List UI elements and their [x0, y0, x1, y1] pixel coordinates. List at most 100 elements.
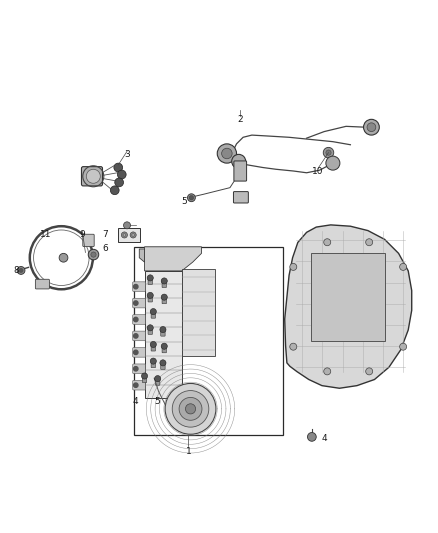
Circle shape	[161, 294, 167, 300]
Circle shape	[232, 155, 246, 168]
FancyBboxPatch shape	[118, 228, 140, 241]
FancyBboxPatch shape	[161, 362, 165, 369]
FancyBboxPatch shape	[133, 282, 145, 292]
Circle shape	[150, 309, 156, 314]
FancyBboxPatch shape	[83, 235, 94, 247]
Circle shape	[130, 232, 136, 238]
FancyBboxPatch shape	[151, 361, 155, 368]
FancyBboxPatch shape	[148, 327, 152, 334]
Circle shape	[364, 119, 379, 135]
Circle shape	[123, 233, 126, 236]
Text: 9: 9	[79, 230, 85, 239]
Circle shape	[290, 343, 297, 350]
FancyBboxPatch shape	[162, 346, 166, 353]
Circle shape	[17, 266, 25, 274]
Circle shape	[172, 391, 209, 427]
Circle shape	[124, 222, 131, 229]
Text: 4: 4	[133, 397, 138, 406]
Circle shape	[307, 432, 316, 441]
FancyBboxPatch shape	[133, 331, 145, 341]
Circle shape	[115, 178, 124, 187]
Circle shape	[179, 398, 202, 421]
Text: 2: 2	[237, 115, 243, 124]
Circle shape	[399, 343, 406, 350]
FancyBboxPatch shape	[35, 279, 49, 289]
Circle shape	[324, 239, 331, 246]
Circle shape	[110, 186, 119, 195]
Circle shape	[326, 150, 331, 155]
Circle shape	[91, 252, 96, 257]
Circle shape	[326, 156, 340, 170]
Circle shape	[88, 249, 99, 260]
FancyBboxPatch shape	[142, 376, 147, 383]
Circle shape	[161, 278, 167, 284]
FancyBboxPatch shape	[151, 344, 155, 351]
FancyBboxPatch shape	[148, 295, 152, 302]
Circle shape	[187, 194, 195, 201]
Polygon shape	[145, 247, 201, 271]
FancyBboxPatch shape	[133, 348, 145, 357]
FancyBboxPatch shape	[162, 280, 166, 287]
Circle shape	[185, 404, 196, 414]
Text: 7: 7	[102, 230, 108, 239]
Text: 5: 5	[154, 397, 160, 406]
Circle shape	[150, 342, 156, 348]
Circle shape	[134, 334, 138, 338]
Circle shape	[19, 269, 23, 272]
Circle shape	[324, 368, 331, 375]
FancyBboxPatch shape	[133, 381, 145, 390]
Text: 8: 8	[14, 266, 20, 276]
FancyBboxPatch shape	[162, 297, 166, 304]
Polygon shape	[139, 249, 145, 262]
Circle shape	[165, 383, 216, 434]
Circle shape	[134, 367, 138, 371]
Text: 11: 11	[40, 230, 52, 239]
Circle shape	[134, 350, 138, 354]
Circle shape	[141, 373, 148, 379]
Bar	[134, 247, 283, 435]
Circle shape	[147, 275, 153, 281]
Circle shape	[323, 147, 334, 158]
Circle shape	[147, 292, 153, 298]
Bar	[311, 253, 385, 341]
Circle shape	[222, 148, 232, 159]
FancyBboxPatch shape	[233, 191, 248, 203]
Text: 6: 6	[102, 244, 108, 253]
FancyBboxPatch shape	[81, 167, 102, 186]
Circle shape	[121, 232, 127, 238]
Circle shape	[399, 263, 406, 270]
Circle shape	[117, 170, 126, 179]
Circle shape	[59, 253, 68, 262]
Circle shape	[134, 301, 138, 305]
Circle shape	[147, 325, 153, 331]
Circle shape	[160, 327, 166, 333]
Text: 10: 10	[312, 167, 324, 176]
FancyBboxPatch shape	[133, 314, 145, 324]
Circle shape	[132, 233, 134, 236]
Circle shape	[134, 383, 138, 387]
FancyBboxPatch shape	[133, 298, 145, 308]
Circle shape	[189, 196, 194, 200]
Circle shape	[290, 263, 297, 270]
Circle shape	[161, 343, 167, 349]
FancyBboxPatch shape	[234, 161, 247, 181]
FancyBboxPatch shape	[151, 311, 155, 318]
Text: 4: 4	[321, 434, 327, 443]
Polygon shape	[285, 225, 412, 388]
Circle shape	[366, 239, 373, 246]
Circle shape	[155, 376, 161, 382]
Circle shape	[150, 358, 156, 364]
Circle shape	[134, 285, 138, 289]
Text: 1: 1	[185, 447, 191, 456]
Circle shape	[366, 368, 373, 375]
Circle shape	[367, 123, 376, 132]
FancyBboxPatch shape	[155, 378, 160, 385]
Circle shape	[134, 317, 138, 322]
Circle shape	[86, 169, 100, 183]
FancyBboxPatch shape	[148, 278, 152, 285]
FancyBboxPatch shape	[161, 329, 165, 336]
Circle shape	[114, 163, 123, 172]
FancyBboxPatch shape	[133, 364, 145, 374]
FancyBboxPatch shape	[182, 269, 215, 356]
Text: 5: 5	[181, 197, 187, 206]
